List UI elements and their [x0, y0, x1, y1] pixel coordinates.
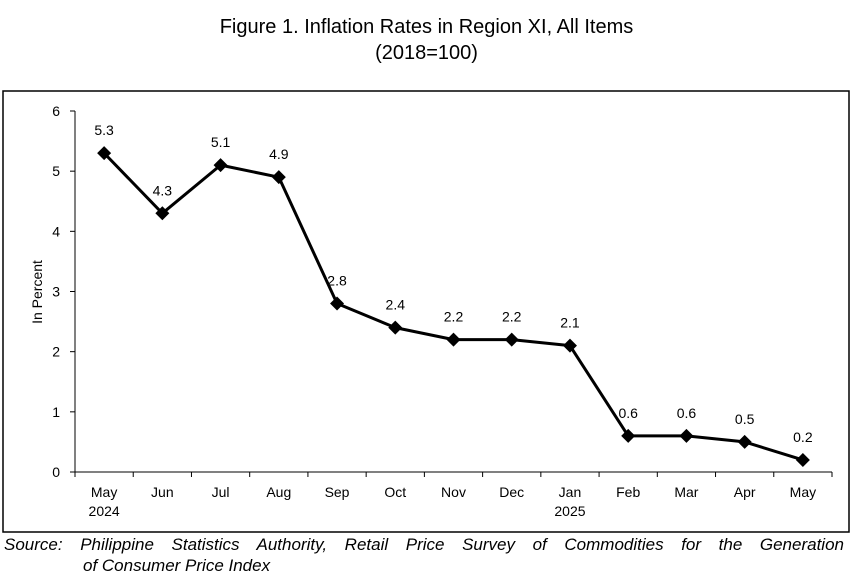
source-note-line1: Source: Philippine Statistics Authority,…	[4, 535, 844, 554]
y-tick-labels: 0 1 2 3 4 5 6	[52, 103, 60, 480]
data-point	[446, 332, 461, 347]
data-label: 2.4	[386, 297, 406, 313]
series-line	[103, 152, 804, 462]
data-label: 0.5	[735, 411, 755, 427]
data-point	[388, 320, 403, 335]
x-tick-label: Aug	[266, 484, 291, 500]
x-tick-label: Oct	[384, 484, 406, 500]
y-tick-label: 5	[52, 163, 60, 179]
data-label: 5.3	[94, 122, 114, 138]
y-tick-label: 1	[52, 404, 60, 420]
x-tick-label: May	[790, 484, 816, 500]
series-inflation	[97, 146, 810, 467]
x-tick-labels: May 2024 Jun Jul Aug Sep Oct Nov Dec Jan 2025 Feb Ma…	[89, 484, 817, 519]
x-tick-label-year: 2025	[554, 503, 585, 519]
x-tick-label: Jan	[559, 484, 582, 500]
data-label: 2.2	[502, 309, 522, 325]
y-tick-label: 2	[52, 344, 60, 360]
axes	[70, 110, 833, 477]
source-note-line2: of Consumer Price Index	[83, 556, 271, 575]
x-tick-label: Jul	[212, 484, 230, 500]
data-point	[330, 296, 345, 311]
data-labels: 5.3 4.3 5.1 4.9 2.8 2.4 2.2 2.2 2.1 0.6 0.6 0.5 0.2	[94, 122, 812, 445]
data-point	[679, 428, 694, 443]
data-label: 2.2	[444, 309, 464, 325]
x-tick-label: Sep	[325, 484, 350, 500]
chart-subtitle: (2018=100)	[375, 42, 478, 64]
data-label: 2.1	[560, 315, 580, 331]
data-point	[271, 170, 286, 185]
data-label: 0.6	[618, 405, 638, 421]
data-label: 4.3	[153, 182, 173, 198]
x-tick-label: Jun	[151, 484, 174, 500]
data-label: 0.2	[793, 429, 813, 445]
data-point	[504, 332, 519, 347]
data-point	[155, 206, 170, 221]
chart-title: Figure 1. Inflation Rates in Region XI, …	[219, 16, 634, 38]
x-tick-label-year: 2024	[89, 503, 120, 519]
x-tick-label: Feb	[616, 484, 640, 500]
x-tick-label: May	[91, 484, 117, 500]
data-point	[97, 146, 112, 161]
data-label: 4.9	[269, 146, 289, 162]
y-tick-label: 4	[52, 223, 60, 239]
data-point	[213, 158, 228, 173]
data-point	[562, 338, 577, 353]
data-label: 0.6	[677, 405, 697, 421]
x-tick-label: Nov	[441, 484, 466, 500]
y-axis-label: In Percent	[29, 260, 45, 324]
data-point	[795, 452, 810, 467]
data-label: 5.1	[211, 134, 231, 150]
chart-frame	[2, 90, 850, 533]
data-point	[621, 428, 636, 443]
data-point	[737, 434, 752, 449]
y-tick-label: 6	[52, 103, 60, 119]
x-tick-label: Dec	[499, 484, 524, 500]
data-label: 2.8	[327, 273, 347, 289]
y-tick-label: 0	[52, 464, 60, 480]
y-tick-label: 3	[52, 284, 60, 300]
x-tick-label: Apr	[734, 484, 756, 500]
x-tick-label: Mar	[674, 484, 698, 500]
